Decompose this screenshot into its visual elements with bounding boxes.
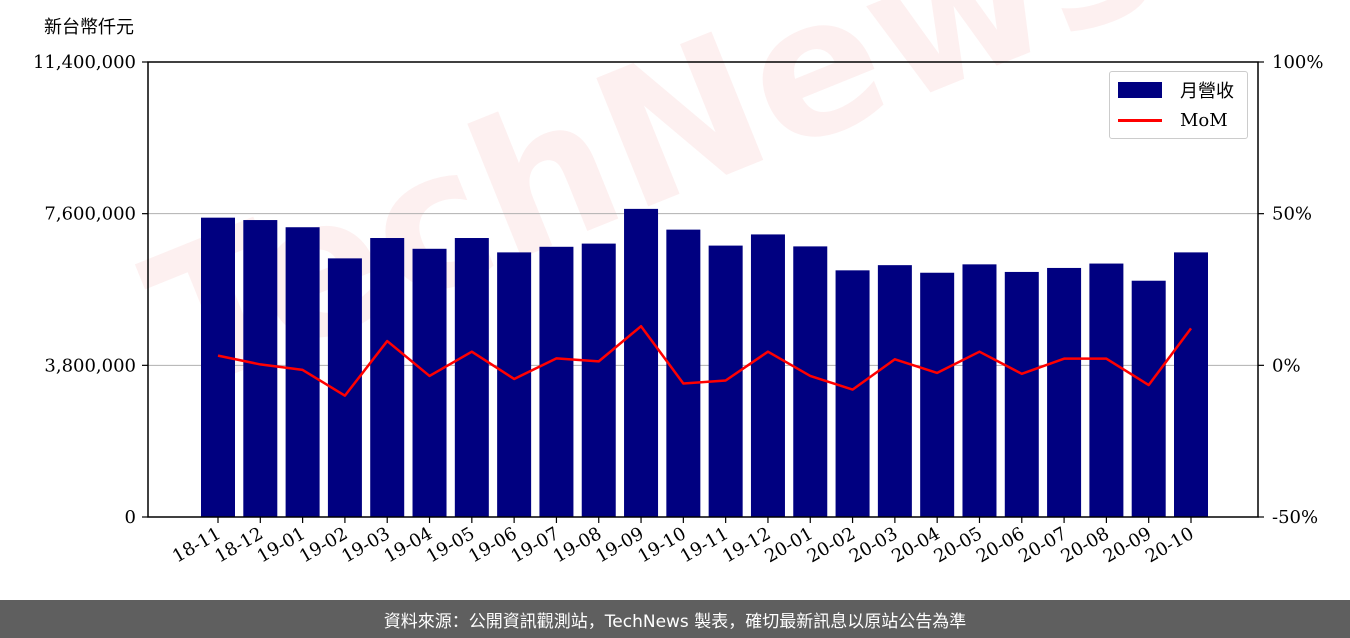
bar-20-08 [1089,263,1124,517]
bar-18-11 [201,217,235,517]
legend: 月營收 MoM [1109,71,1248,139]
y-unit-label: 新台幣仟元 [44,17,134,38]
bar-19-04 [412,248,447,517]
bar-19-03 [370,238,405,517]
bar-20-09 [1131,280,1166,517]
bar-20-07 [1047,267,1082,517]
right-tick-label: 100% [1272,52,1323,73]
legend-label-revenue: 月營收 [1180,81,1234,102]
right-tick-label: 50% [1272,204,1312,225]
bar-19-05 [454,238,489,517]
legend-item-revenue: 月營收 [1118,78,1234,102]
footer-text: 資料來源：公開資訊觀測站，TechNews 製表，確切最新訊息以原站公告為準 [383,611,967,632]
bar-20-03 [877,265,912,517]
bar-20-06 [1004,271,1039,517]
left-tick-label: 7,600,000 [44,204,136,225]
plot-frame [147,61,1259,518]
source-footer: 資料來源：公開資訊觀測站，TechNews 製表，確切最新訊息以原站公告為準 [0,600,1350,638]
bar-20-04 [920,272,955,517]
right-tick-label: -50% [1272,507,1318,528]
revenue-chart: 0 3,800,000 7,600,000 11,400,000 -50% 0% 50% 10… [33,17,1324,567]
bar-20-01 [793,246,828,518]
bar-19-08 [581,243,616,517]
legend-item-mom: MoM [1118,108,1228,132]
x-tick-label: 20-10 [1142,523,1197,567]
bar-20-02 [835,270,870,517]
legend-label-mom: MoM [1180,109,1228,131]
bar-19-12 [750,234,785,517]
chart-area: TechNews 0 3,800,000 7,600,000 11,400,000 -5… [33,0,1324,567]
bar-19-01 [285,227,320,517]
left-tick-label: 0 [125,507,136,528]
bar-20-05 [962,264,997,517]
bar-20-10 [1174,252,1208,517]
right-tick-label: 0% [1272,355,1301,376]
mom-line [217,324,1193,397]
bar-19-06 [497,252,532,517]
left-tick-label: 11,400,000 [33,52,136,73]
left-tick-label: 3,800,000 [44,355,136,376]
bar-19-09 [624,208,659,517]
legend-swatch-bar [1118,82,1162,98]
bar-19-10 [666,229,701,517]
legend-swatch-line [1118,118,1162,122]
bar-19-07 [539,246,574,517]
bar-18-12 [243,220,278,518]
